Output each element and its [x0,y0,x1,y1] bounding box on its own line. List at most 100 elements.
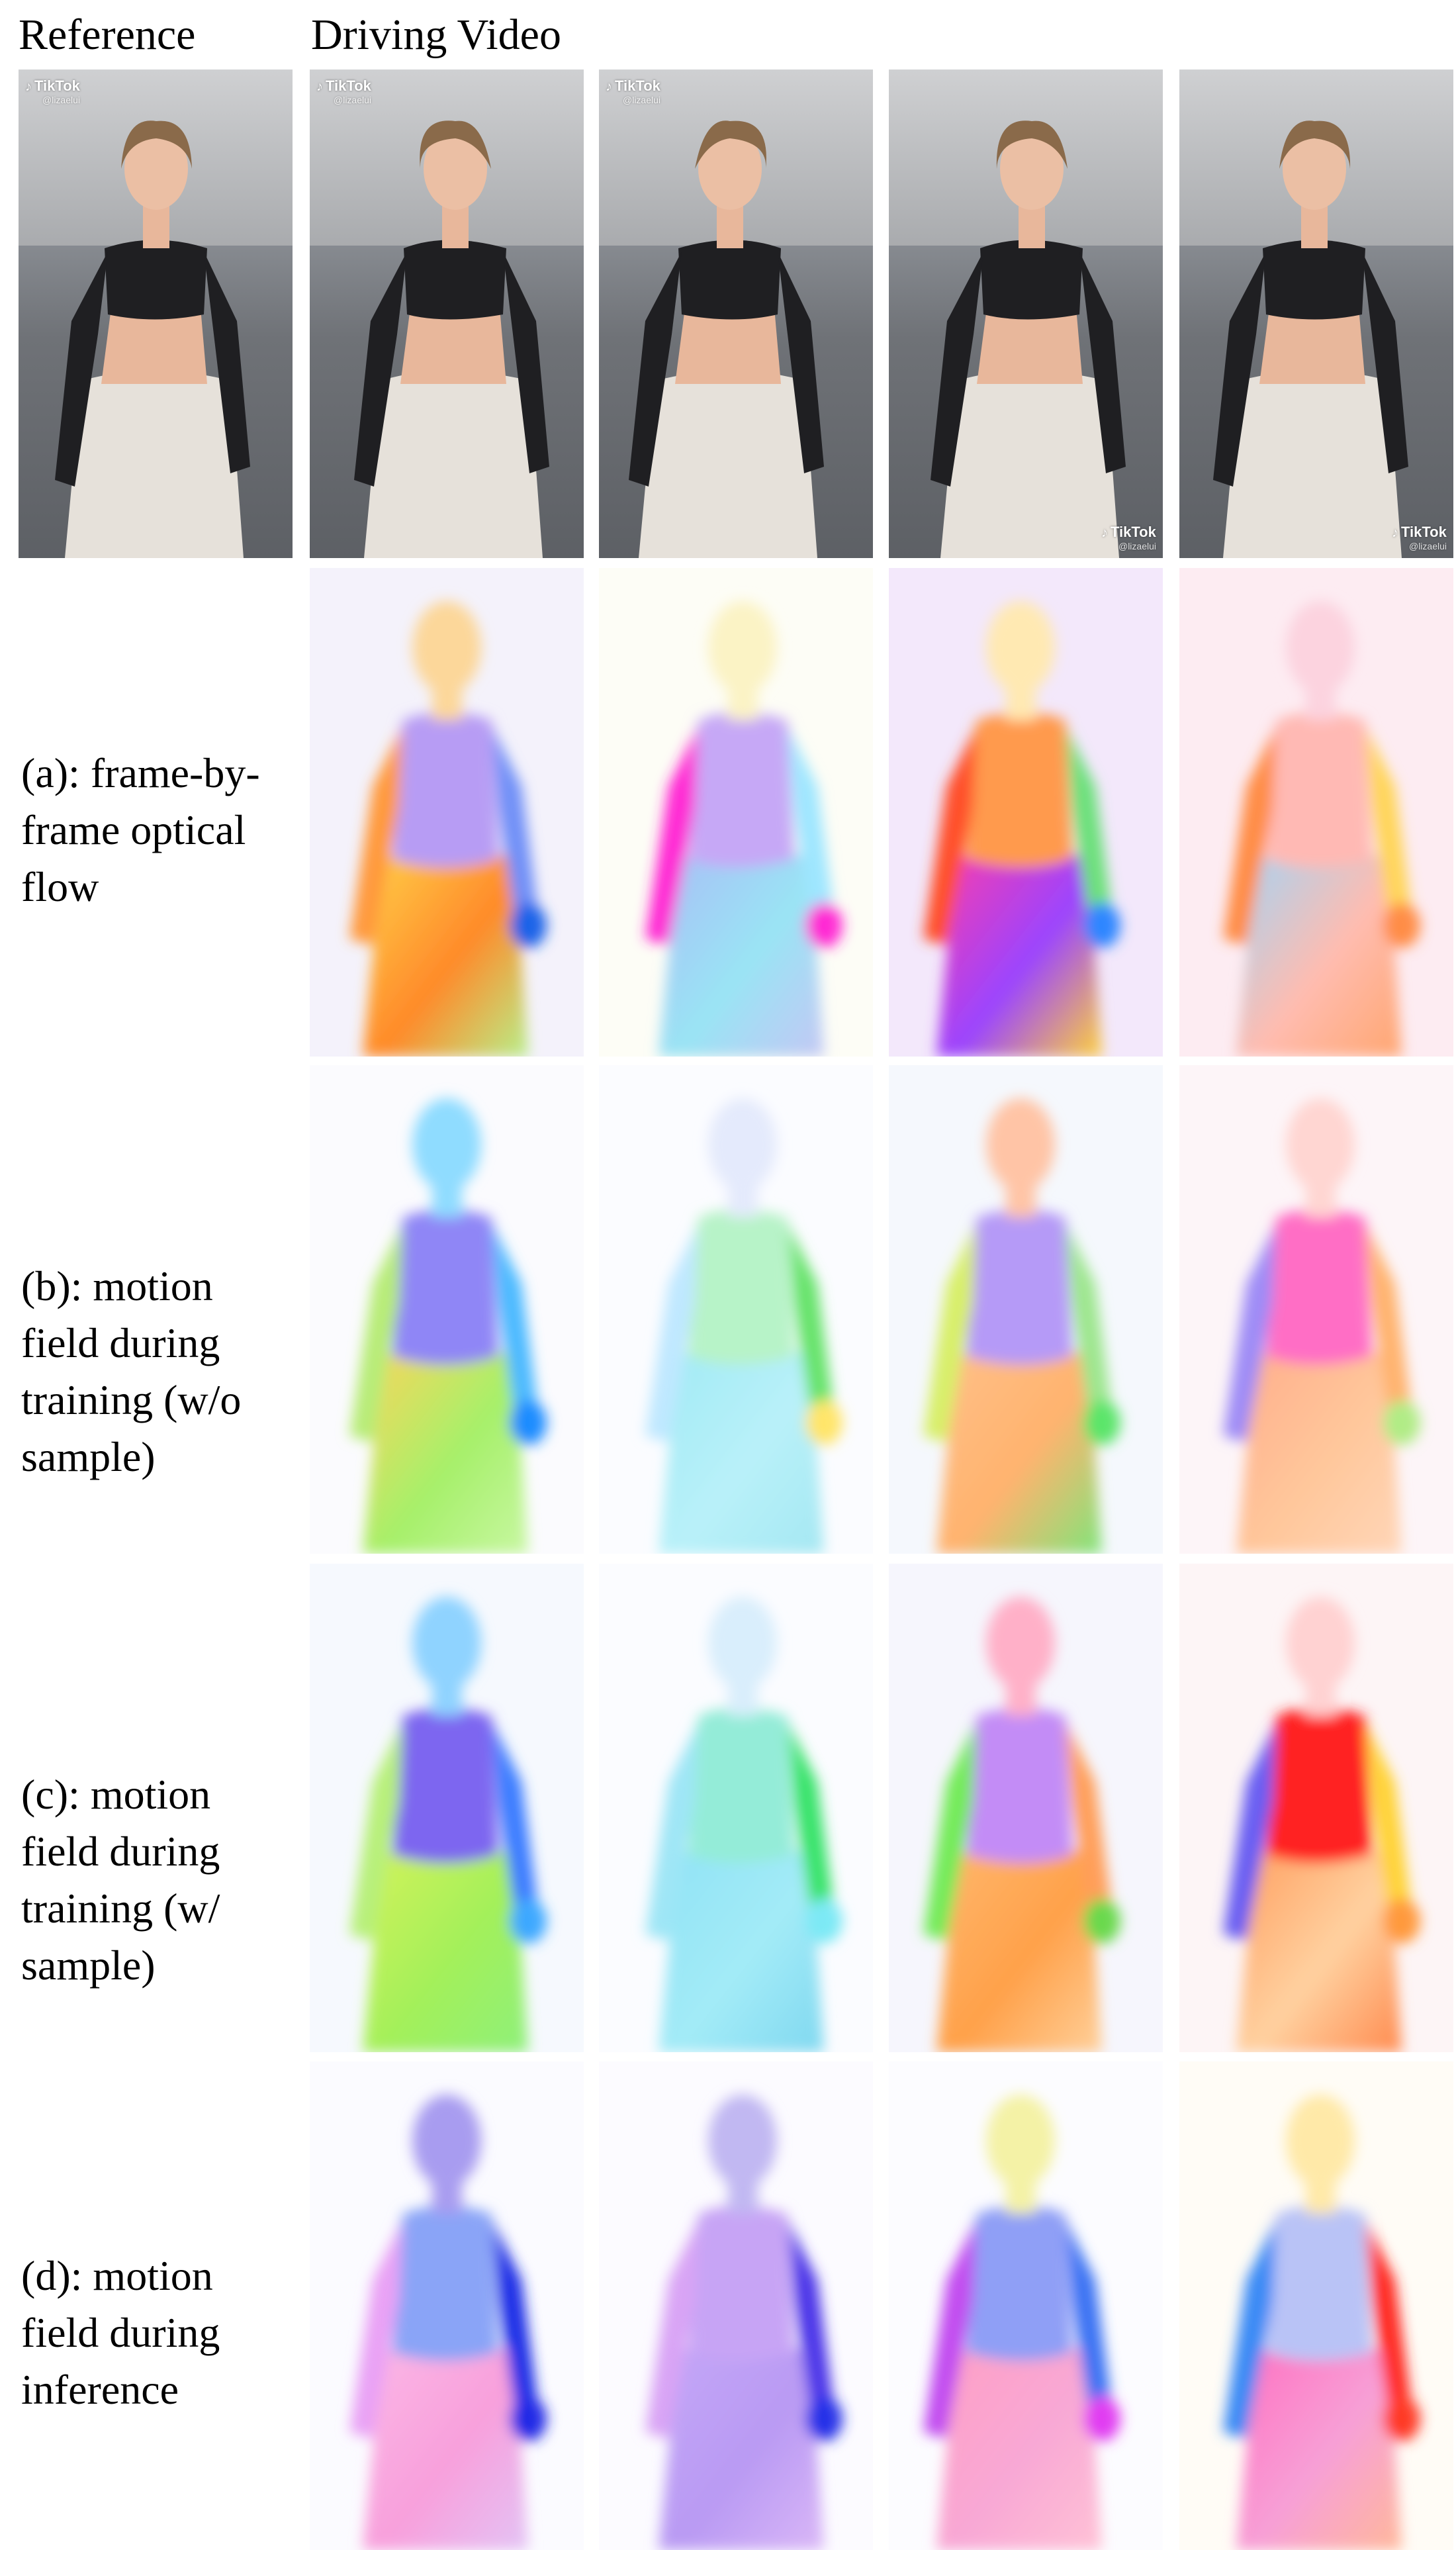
hand-region [1083,903,1120,948]
head-region [412,2095,481,2187]
pants-region [1236,2339,1402,2550]
tiktok-logo-icon: ♪ [1391,526,1398,540]
driving-video-frame: ♪ TikTok @lizaelui [310,70,584,558]
flow-visualization [923,2095,1120,2550]
hand-region [1083,1400,1120,1445]
pants-region [659,846,824,1057]
flow-visualization [645,1098,842,1554]
left-arm-region [1223,727,1276,945]
row-label-line: flow [21,863,99,910]
pants-region [1236,846,1402,1057]
torso-region [966,1209,1072,1365]
left-arm-region [645,2220,698,2439]
pants-region [659,1842,824,2052]
motion-field-d-4 [1179,2061,1453,2550]
row-label-line: frame optical [21,806,246,853]
watermark-handle: @lizaelui [1118,541,1156,551]
right-arm-region [1365,1723,1412,1914]
row-label-line: (a): frame-by- [21,749,260,796]
flow-visualization [349,2095,547,2550]
flow-visualization [645,1597,842,2052]
motion-field-d-2 [599,2061,873,2550]
hand-region [510,2396,547,2441]
head-region [1286,2095,1355,2187]
head-region [986,2095,1055,2187]
torso-region [688,1209,794,1365]
left-arm-region [923,727,976,945]
flow-visualization [645,601,842,1057]
torso-region [1266,2205,1372,2361]
motion-field-c-3 [889,1564,1163,2052]
head-region [1286,601,1355,694]
motion-field-a-3 [889,568,1163,1057]
head-region [708,601,777,694]
pants-region [936,1842,1102,2052]
driving-video-frame: ♪ TikTok @lizaelui [599,70,873,558]
hand-region [805,1400,842,1445]
motion-field-a-4 [1179,568,1453,1057]
pants-region [1236,1343,1402,1554]
watermark-brand: TikTok [34,77,80,94]
torso-region [392,712,498,868]
pants-region [363,846,528,1057]
hand-region [510,1899,547,1944]
pants-region [363,1842,528,2052]
right-arm-region [788,1723,834,1914]
left-arm-region [645,1723,698,1941]
flow-visualization [923,1597,1120,2052]
dancer-figure [354,120,549,558]
dancer-figure [55,120,250,558]
right-arm-region [1365,1224,1412,1416]
left-arm-region [1223,2220,1276,2439]
row-label-line: (d): motion [21,2252,213,2299]
left-arm-region [1223,1224,1276,1442]
head-region [986,601,1055,694]
motion-field-d-1 [310,2061,584,2550]
watermark-brand: TikTok [326,77,371,94]
head-region [708,2095,777,2187]
flow-visualization [1223,1098,1420,1554]
torso-region [1266,712,1372,868]
pants-region [1236,1842,1402,2052]
motion-field-d-3 [889,2061,1163,2550]
motion-field-c-4 [1179,1564,1453,2052]
head-region [412,601,481,694]
row-label-line: sample) [21,1942,156,1989]
hand-region [805,903,842,948]
head-region [986,1098,1055,1191]
row-label-line: inference [21,2366,179,2413]
head-region [412,1098,481,1191]
torso-region [966,2205,1072,2361]
left-arm-region [349,2220,402,2439]
right-arm-region [1365,727,1412,919]
hand-region [510,903,547,948]
torso-region [392,1209,498,1365]
row-label-line: training (w/ [21,1885,220,1932]
watermark-handle: @lizaelui [42,95,81,105]
motion-field-a-1 [310,568,584,1057]
row-label-line: (c): motion [21,1771,211,1818]
motion-field-b-2 [599,1065,873,1554]
hand-region [805,2396,842,2441]
right-arm-region [492,1224,538,1416]
watermark-brand: TikTok [1110,524,1156,540]
tiktok-watermark: ♪ TikTok @lizaelui [316,77,371,105]
flow-visualization [923,1098,1120,1554]
hand-region [510,1400,547,1445]
pants-region [936,2339,1102,2550]
dancer-figure [1213,120,1408,558]
flow-visualization [1223,1597,1420,2052]
right-arm-region [788,1224,834,1416]
hand-region [1383,2396,1420,2441]
row-label-line: sample) [21,1433,156,1480]
left-arm-region [923,2220,976,2439]
hand-region [1383,1899,1420,1944]
flow-visualization [923,601,1120,1057]
hand-region [805,1899,842,1944]
driving-video-frame: ♪ TikTok @lizaelui [1179,70,1453,558]
right-arm-region [788,727,834,919]
right-arm-region [1365,2220,1412,2412]
header-reference: Reference [19,11,196,59]
pants-region [363,2339,528,2550]
torso-region [392,1707,498,1864]
